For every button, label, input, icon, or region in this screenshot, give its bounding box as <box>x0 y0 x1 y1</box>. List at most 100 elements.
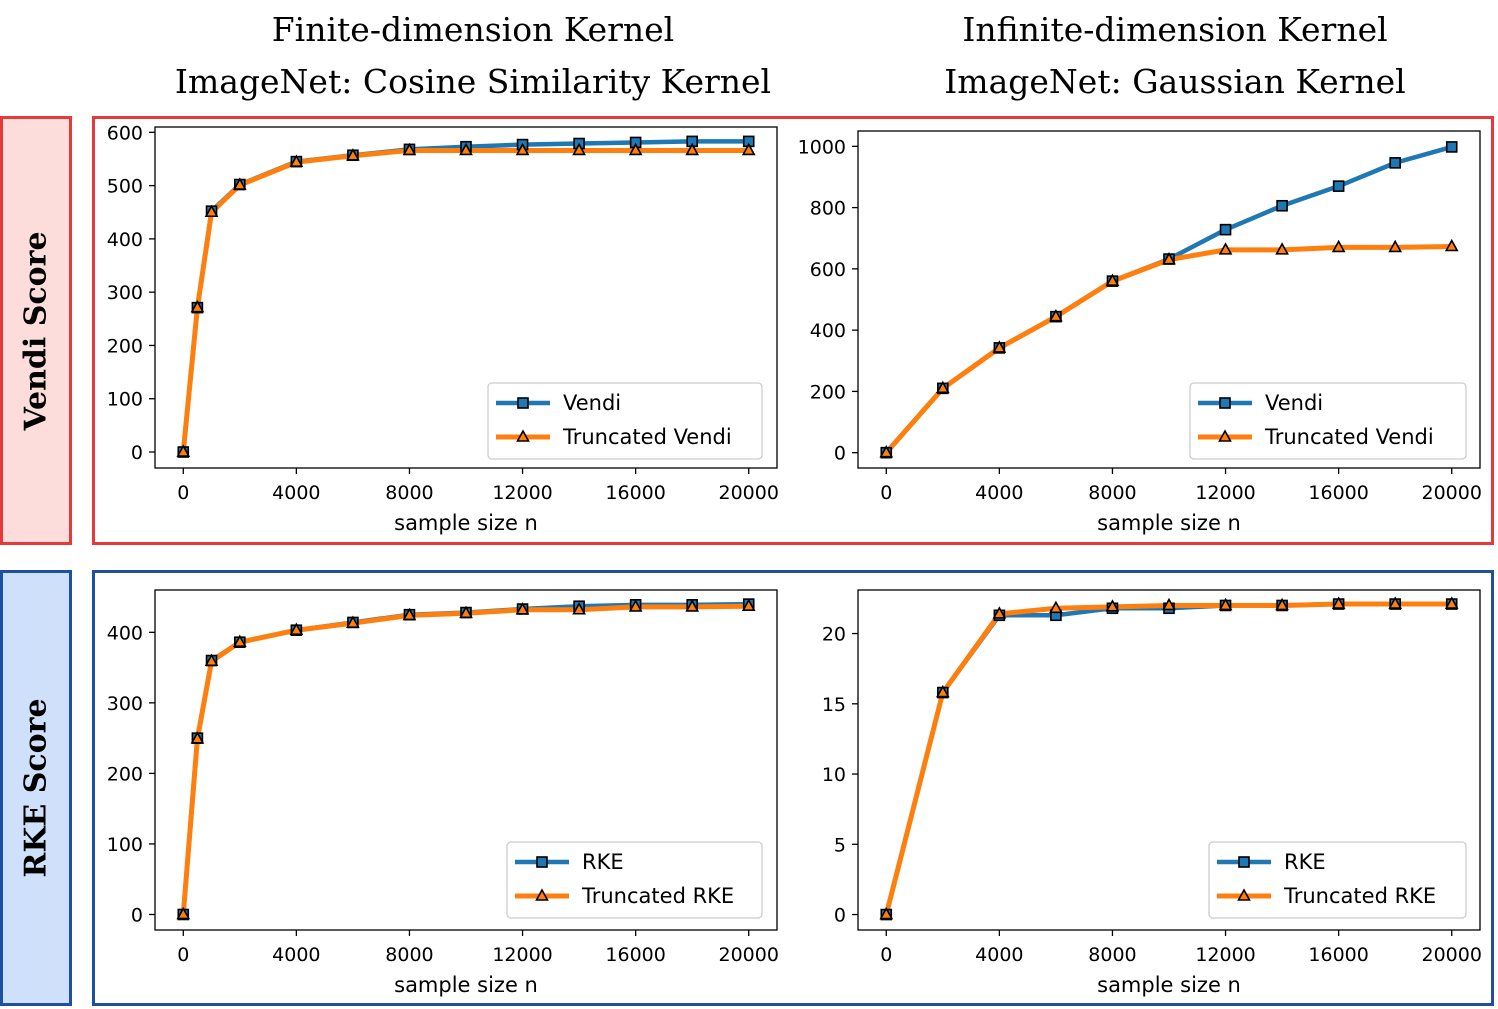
legend-label: Truncated RKE <box>1283 884 1436 908</box>
data-point-truncated <box>176 444 191 457</box>
data-point-truncated <box>1444 238 1459 252</box>
x-tick-label: 8000 <box>385 482 433 504</box>
data-point-truncated <box>402 607 417 621</box>
x-tick-label: 8000 <box>385 944 433 966</box>
x-tick-label: 16000 <box>1308 944 1368 966</box>
data-point-truncated <box>1049 308 1063 322</box>
data-point-truncated <box>992 340 1007 353</box>
data-point-truncated <box>572 602 586 615</box>
x-axis-label: sample size n <box>394 973 538 997</box>
data-point-primary <box>1332 180 1345 192</box>
x-tick-label: 4000 <box>975 482 1023 504</box>
data-point-truncated <box>628 599 643 612</box>
data-point-truncated <box>459 142 473 156</box>
legend-marker <box>1237 888 1251 901</box>
y-tick-label: 20 <box>822 624 846 646</box>
data-point-truncated <box>935 380 950 394</box>
legend-marker <box>535 888 549 901</box>
data-point-truncated <box>1275 242 1289 255</box>
y-tick-label: 5 <box>834 834 846 856</box>
axes-frame <box>154 589 778 931</box>
y-tick-label: 0 <box>131 442 143 464</box>
data-point-truncated <box>1162 252 1176 265</box>
x-tick-label: 4000 <box>975 944 1023 966</box>
data-point-truncated <box>1049 600 1063 614</box>
y-tick-label: 300 <box>107 282 143 304</box>
y-tick-label: 600 <box>810 259 846 281</box>
x-tick-label: 20000 <box>1422 482 1482 504</box>
x-axis-label: sample size n <box>394 511 538 535</box>
x-tick-label: 16000 <box>605 482 665 504</box>
axes-frame <box>154 126 778 469</box>
data-point-truncated <box>232 634 247 647</box>
y-tick-label: 0 <box>131 904 143 926</box>
x-tick-label: 12000 <box>492 482 552 504</box>
x-tick-label: 0 <box>880 944 892 966</box>
legend-label: Vendi <box>563 391 621 415</box>
data-point-truncated <box>459 605 473 619</box>
x-tick-label: 12000 <box>1195 944 1255 966</box>
data-point-truncated <box>1105 273 1120 286</box>
data-point-truncated <box>289 154 304 167</box>
data-point-truncated <box>515 602 530 615</box>
data-point-truncated <box>685 142 700 156</box>
x-tick-label: 12000 <box>1195 482 1255 504</box>
legend-box <box>506 841 763 919</box>
legend-label: RKE <box>582 850 624 874</box>
data-point-primary <box>1219 223 1232 236</box>
legend-marker <box>517 397 529 409</box>
column-title-finite: Finite-dimension Kernel ImageNet: Cosine… <box>120 4 826 108</box>
y-tick-label: 15 <box>822 694 846 716</box>
y-tick-label: 100 <box>107 834 143 856</box>
y-tick-label: 0 <box>834 905 846 927</box>
x-tick-label: 8000 <box>1088 482 1136 504</box>
legend-marker <box>516 429 530 442</box>
y-tick-label: 500 <box>107 176 143 198</box>
y-tick-label: 10 <box>822 764 846 786</box>
legend-label: Truncated RKE <box>581 884 734 908</box>
legend-label: Truncated Vendi <box>1264 425 1434 449</box>
x-tick-label: 4000 <box>272 482 320 504</box>
row-label-rke: RKE Score <box>0 570 72 1006</box>
data-point-truncated <box>1218 242 1233 255</box>
row-frame-rke <box>92 570 1494 1006</box>
data-point-truncated <box>190 731 205 744</box>
x-tick-label: 16000 <box>1308 482 1368 504</box>
y-tick-label: 400 <box>810 320 846 342</box>
data-point-truncated <box>1162 597 1176 611</box>
x-axis-label: sample size n <box>1097 973 1241 997</box>
column-title-line1: Finite-dimension Kernel <box>271 10 675 49</box>
y-tick-label: 400 <box>107 229 143 251</box>
legend-label: Truncated Vendi <box>562 425 732 449</box>
y-tick-label: 200 <box>107 335 143 357</box>
legend-box <box>487 382 763 460</box>
row-label-vendi: Vendi Score <box>0 116 72 545</box>
data-point-truncated <box>204 204 219 218</box>
data-point-truncated <box>190 299 205 313</box>
data-point-truncated <box>741 142 756 156</box>
data-point-truncated <box>1105 599 1120 612</box>
column-title-infinite: Infinite-dimension Kernel ImageNet: Gaus… <box>822 4 1498 108</box>
data-point-primary <box>1445 141 1458 153</box>
row-frame-vendi <box>92 116 1494 545</box>
x-tick-label: 20000 <box>719 482 779 504</box>
data-point-truncated <box>176 906 191 920</box>
x-axis-label: sample size n <box>1097 511 1241 535</box>
y-tick-label: 200 <box>810 381 846 403</box>
x-tick-label: 20000 <box>719 944 779 966</box>
data-point-truncated <box>879 906 894 920</box>
x-tick-label: 0 <box>880 482 892 504</box>
x-tick-label: 0 <box>177 944 189 966</box>
data-point-truncated <box>204 653 219 667</box>
y-tick-label: 200 <box>107 763 143 785</box>
data-point-truncated <box>992 606 1007 619</box>
data-point-truncated <box>515 142 530 156</box>
y-tick-label: 400 <box>107 622 143 644</box>
axes-frame <box>857 589 1481 931</box>
y-tick-label: 600 <box>107 122 143 144</box>
data-point-truncated <box>572 142 586 156</box>
